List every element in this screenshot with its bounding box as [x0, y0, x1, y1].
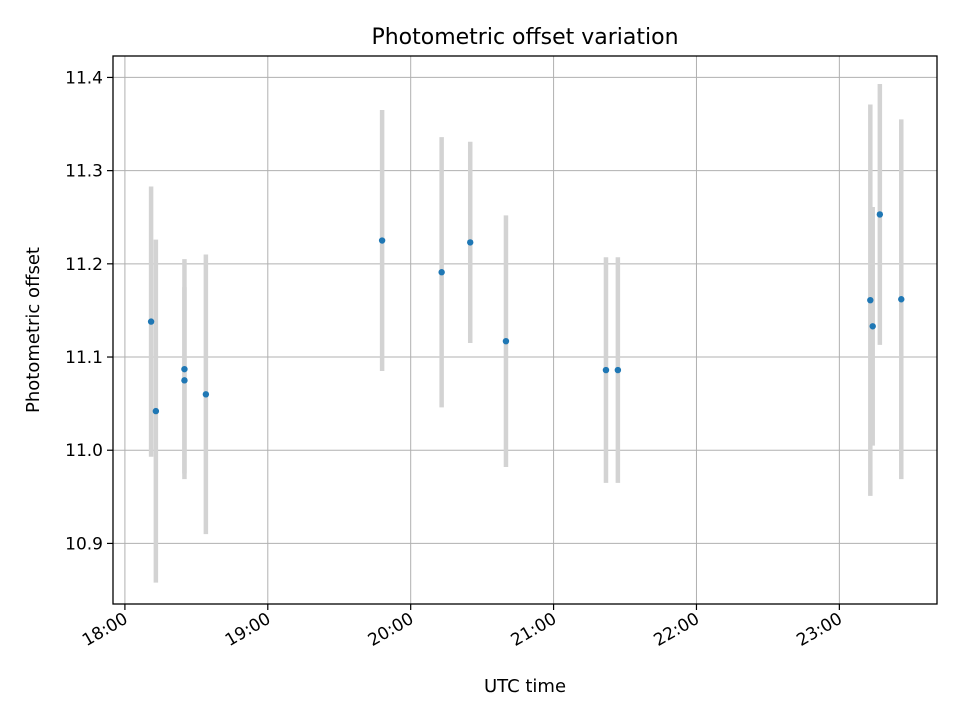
data-point	[147, 318, 155, 325]
data-point	[378, 237, 386, 244]
data-point	[502, 337, 510, 345]
grid	[113, 56, 937, 604]
data-point	[602, 366, 610, 374]
data-point	[869, 323, 876, 330]
chart-title: Photometric offset variation	[371, 25, 678, 50]
x-tick-label: 21:00	[508, 609, 560, 651]
y-tick-label: 11.3	[65, 162, 103, 182]
x-tick-label: 22:00	[651, 609, 703, 651]
data-point	[876, 211, 884, 218]
data-point	[202, 391, 210, 398]
error-bars	[148, 83, 904, 583]
data-point	[614, 366, 622, 374]
plot-frame	[112, 55, 938, 605]
y-tick-label: 11.2	[65, 255, 103, 275]
data-point	[181, 377, 188, 384]
x-tick-label: 18:00	[79, 609, 131, 651]
y-axis-ticks: 10.9 11.0 11.1 11.2 11.3 11.4	[65, 68, 113, 554]
x-tick-label: 19:00	[222, 609, 274, 651]
y-axis-label: Photometric offset	[23, 247, 44, 413]
data-point	[152, 407, 160, 415]
x-axis-ticks: 18:00 19:00 20:00 21:00 22:00 23:00	[79, 604, 846, 651]
y-tick-label: 10.9	[65, 534, 103, 554]
x-tick-label: 23:00	[793, 609, 845, 651]
data-point	[438, 269, 445, 276]
data-points	[147, 211, 905, 415]
y-tick-label: 11.0	[65, 441, 103, 461]
data-point	[467, 239, 474, 246]
data-point	[867, 296, 874, 304]
data-point	[898, 296, 905, 303]
data-point	[181, 365, 188, 373]
x-tick-label: 20:00	[365, 609, 417, 651]
y-tick-label: 11.4	[65, 68, 103, 88]
x-axis-label: UTC time	[484, 676, 566, 697]
y-tick-label: 11.1	[65, 348, 103, 368]
